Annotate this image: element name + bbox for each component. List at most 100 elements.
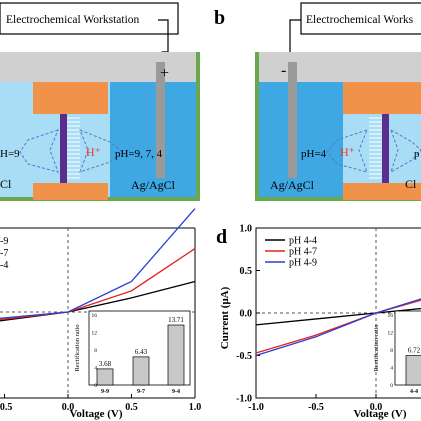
inset-c-y-tick: 8 bbox=[94, 348, 97, 354]
inset-c-value-label: 13.71 bbox=[168, 316, 184, 324]
inner-bath-a bbox=[110, 82, 200, 200]
channel-lines-a bbox=[67, 117, 80, 179]
chart-c-legend: -9 -7 -4 bbox=[0, 236, 8, 271]
chart-c-series-line bbox=[0, 208, 196, 319]
chart-d-legend: pH 4-4pH 4-7pH 4-9 bbox=[265, 236, 317, 269]
chart-d-y-tick-label: 0.5 bbox=[240, 266, 253, 277]
inset-c-y-tick: 0 bbox=[94, 383, 97, 389]
panel-b: b Electrochemical Works - pH=4 H⁺ p Ag/A… bbox=[214, 2, 421, 201]
right-electrode-a: Ag/AgCl bbox=[131, 178, 176, 192]
legend-d-label: pH 4-4 bbox=[289, 236, 317, 247]
inset-c-bar bbox=[132, 356, 150, 386]
inset-d-y-tick: 8 bbox=[390, 348, 393, 354]
inset-c-bar bbox=[167, 324, 185, 386]
arrow-left-b bbox=[326, 129, 368, 173]
top-block-a bbox=[33, 82, 108, 114]
arrow-right-b bbox=[390, 128, 421, 174]
chart-d-xlabel: Voltage (V) bbox=[353, 408, 406, 420]
inset-c-y-tick: 16 bbox=[92, 313, 98, 319]
chart-d-ticks: -1.0-0.50.00.51.00.50.0-0.5-1.0 bbox=[236, 224, 383, 414]
rim-b-bottom bbox=[255, 197, 421, 201]
plus-sign-a: + bbox=[160, 65, 169, 82]
inset-d: Rectification ratio 0 4 8 12 16 6.72 4-4 bbox=[373, 310, 421, 395]
inset-d-y-tick: 0 bbox=[390, 383, 393, 389]
inset-d-y-tick: 4 bbox=[390, 366, 393, 372]
membrane-b bbox=[382, 114, 389, 183]
inset-d-y-tick: 16 bbox=[388, 313, 394, 319]
chart-c-x-tick-label: 0.5 bbox=[125, 402, 138, 413]
right-electrode-b: Cl bbox=[405, 177, 417, 191]
chart-d-y-tick-label: -0.5 bbox=[236, 351, 252, 362]
inset-c-y-tick: 4 bbox=[94, 366, 97, 372]
inset-c-value-label: 3.68 bbox=[99, 360, 112, 368]
inset-c-category: 9-9 bbox=[101, 389, 109, 395]
chart-c-x-ticks: -0.5 0.0 0.5 1.0 bbox=[0, 394, 201, 413]
lid-a bbox=[0, 52, 200, 82]
chart-c-axes bbox=[0, 227, 196, 399]
inset-c-value-label: 6.43 bbox=[135, 348, 148, 356]
chart-d-series-line bbox=[255, 298, 421, 357]
top-block-b bbox=[343, 82, 421, 114]
inset-c-category: 9-4 bbox=[172, 389, 180, 395]
inset-c-y-tick: 12 bbox=[92, 331, 98, 337]
inset-d-ylabel: Rectification ratio bbox=[373, 324, 380, 371]
legend-c-0: -9 bbox=[0, 236, 8, 247]
inset-d-bar bbox=[405, 355, 421, 386]
chart-d-ylabel: Current (μA) bbox=[219, 286, 231, 349]
chart-d-x-tick-label: -0.5 bbox=[308, 402, 324, 413]
wire-b bbox=[289, 19, 301, 62]
ion-b: H⁺ bbox=[340, 145, 355, 159]
channel-lines-b bbox=[369, 117, 382, 179]
chart-c-xlabel: Voltage (V) bbox=[69, 408, 122, 420]
chart-d-x-tick-label: -1.0 bbox=[248, 402, 264, 413]
workstation-box-b bbox=[300, 2, 421, 35]
inset-d-y-tick: 12 bbox=[388, 331, 394, 337]
bottom-block-a bbox=[33, 183, 108, 200]
chart-d-x-tick-label: 0.0 bbox=[370, 402, 383, 413]
workstation-box-a bbox=[0, 2, 179, 35]
chart-d-y-tick-label: -1.0 bbox=[236, 394, 252, 405]
chart-d-series bbox=[255, 298, 421, 357]
panel-a: Electrochemical Workstation + H=9 H⁺ pH=… bbox=[0, 2, 200, 201]
left-electrode-a: Cl bbox=[0, 177, 12, 191]
chart-c-series bbox=[0, 208, 196, 322]
panel-d: d -1.0-0.50.00.51.00.50.0-0.5-1.0 pH 4-4… bbox=[216, 224, 421, 420]
electrode-b bbox=[288, 62, 297, 178]
right-ph-a: pH=9, 7, 4 bbox=[115, 148, 163, 160]
inset-d-content: 0 4 8 12 16 6.72 4-4 bbox=[388, 313, 421, 395]
legend-c-1: -7 bbox=[0, 248, 8, 259]
chart-c-x-tick-label: 1.0 bbox=[189, 402, 202, 413]
ion-a: H⁺ bbox=[86, 145, 101, 159]
left-electrode-b: Ag/AgCl bbox=[270, 178, 315, 192]
rim-a-right bbox=[196, 52, 200, 201]
inset-c-content: 0 4 8 12 16 3.68 9-9 6.43 9-7 13.71 9-4 bbox=[92, 313, 185, 395]
panel-letter-b: b bbox=[214, 7, 225, 29]
chart-c-x-tick-label: 0.0 bbox=[62, 402, 75, 413]
workstation-label-a: Electrochemical Workstation bbox=[6, 14, 140, 26]
inner-bath-b bbox=[255, 82, 343, 200]
bottom-block-b bbox=[343, 183, 421, 200]
legend-c-2: -4 bbox=[0, 260, 8, 271]
inset-c: Rectification ratio 0 4 8 12 16 3.68 9-9 6.43 9-… bbox=[74, 310, 191, 395]
workstation-label-b: Electrochemical Works bbox=[306, 14, 414, 26]
lid-b bbox=[255, 52, 421, 82]
right-ph-b: p bbox=[414, 148, 420, 160]
chart-d-y-tick-label: 1.0 bbox=[240, 224, 253, 235]
chart-d-y-tick-label: 0.0 bbox=[240, 309, 253, 320]
electrode-a bbox=[156, 62, 165, 178]
inset-d-category: 4-4 bbox=[410, 389, 418, 395]
arrow-right-a bbox=[79, 129, 123, 173]
left-ph-a: H=9 bbox=[0, 148, 20, 160]
legend-d-label: pH 4-7 bbox=[289, 247, 317, 258]
chart-c-x-tick-label: -0.5 bbox=[0, 402, 12, 413]
panel-c: -0.5 0.0 0.5 1.0 -9 -7 -4 Voltage (V) Recti… bbox=[0, 208, 201, 420]
rim-b-left bbox=[255, 52, 259, 201]
legend-d-label: pH 4-9 bbox=[289, 258, 317, 269]
inset-c-category: 9-7 bbox=[137, 389, 145, 395]
inset-c-bar bbox=[96, 368, 114, 386]
panel-letter-d: d bbox=[216, 226, 227, 248]
membrane-a bbox=[60, 114, 67, 183]
inset-c-ylabel: Rectification ratio bbox=[74, 324, 81, 371]
left-ph-b: pH=4 bbox=[301, 148, 327, 160]
